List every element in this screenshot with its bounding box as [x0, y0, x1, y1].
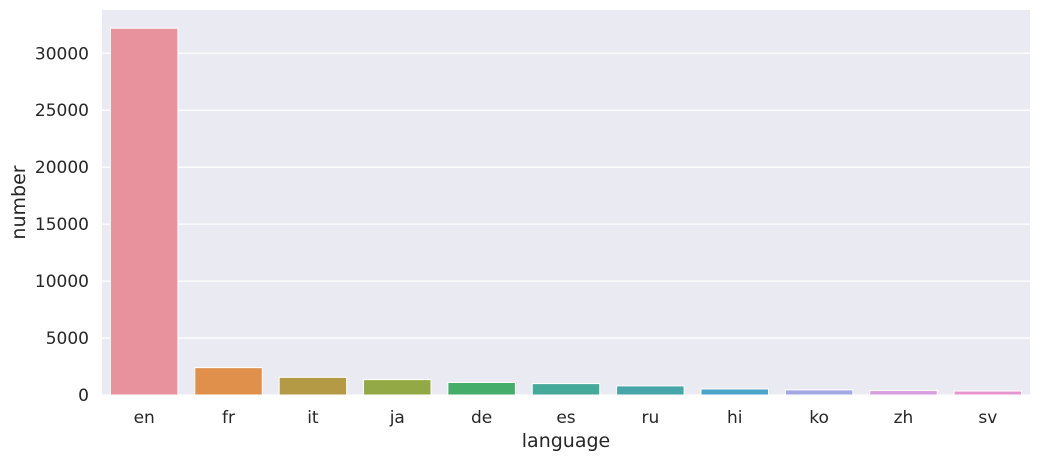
x-tick-label: it	[307, 408, 319, 428]
x-tick-label: sv	[978, 408, 997, 428]
x-tick-label: de	[471, 408, 492, 428]
x-axis-title: language	[522, 430, 610, 452]
x-tick-label: ru	[641, 408, 659, 428]
x-tick-label: fr	[222, 408, 235, 428]
y-axis-title: number	[8, 165, 30, 239]
y-tick-label: 5000	[46, 329, 89, 349]
y-tick-label: 30000	[35, 44, 89, 64]
x-tick-label: hi	[727, 408, 743, 428]
bar-ja	[363, 379, 432, 396]
bar-es	[531, 383, 601, 396]
y-tick-label: 15000	[35, 215, 89, 235]
y-tick-label: 0	[78, 386, 89, 406]
bar-sv	[953, 390, 1023, 396]
y-tick-label: 20000	[35, 158, 89, 178]
x-tick-label: zh	[894, 408, 914, 428]
plot-background	[102, 10, 1030, 395]
y-tick-label: 10000	[35, 272, 89, 292]
x-tick-label: en	[134, 408, 155, 428]
x-tick-labels: en fr it ja de es ru hi ko zh sv	[134, 408, 998, 428]
x-tick-label: ja	[389, 408, 405, 428]
bar-ru	[616, 385, 685, 396]
bar-fr	[194, 367, 263, 396]
bar-zh	[869, 390, 938, 396]
y-tick-labels: 0 5000 10000 15000 20000 25000 30000	[35, 44, 89, 406]
bar-it	[278, 376, 348, 396]
x-tick-label: es	[556, 408, 575, 428]
bar-de	[447, 381, 516, 396]
bars	[109, 27, 1023, 396]
bar-hi	[700, 388, 769, 396]
y-tick-label: 25000	[35, 101, 89, 121]
bar-en	[109, 27, 179, 396]
bar-ko	[784, 389, 854, 396]
gridlines	[102, 52, 1030, 396]
x-tick-label: ko	[809, 408, 829, 428]
